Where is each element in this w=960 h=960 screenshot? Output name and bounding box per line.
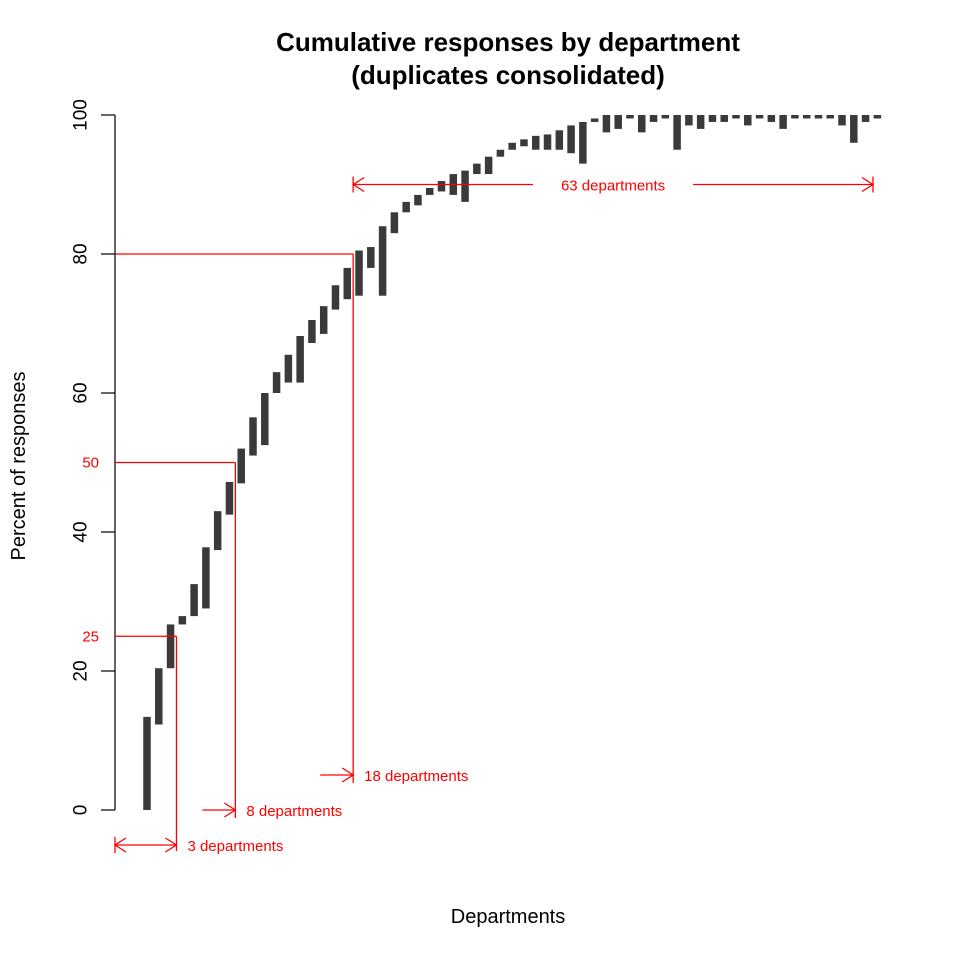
department-bar: [331, 285, 340, 310]
department-bar: [850, 115, 858, 143]
department-bar: [378, 226, 387, 296]
department-bar: [602, 115, 611, 133]
chart-title: Cumulative responses by department: [276, 27, 740, 57]
department-bar: [343, 267, 352, 300]
department-bar: [802, 115, 811, 119]
department-bar: [296, 336, 304, 383]
span-arrow-head-right: [861, 176, 875, 193]
annotations-group: 25 3 departments 50 8 departments 18 departm…: [82, 176, 875, 855]
department-bar: [437, 181, 446, 192]
y-tick-label: 40: [71, 521, 92, 542]
department-bar: [720, 115, 728, 122]
y-tick-label: 100: [71, 99, 92, 131]
y-tick-label: 80: [71, 243, 92, 264]
threshold-count-label: 18 departments: [364, 768, 468, 785]
department-bar: [590, 118, 599, 122]
threshold-value-label: 50: [82, 455, 99, 472]
department-bar: [390, 212, 399, 234]
department-bar: [626, 115, 634, 119]
department-bar: [143, 716, 151, 810]
department-bar: [237, 448, 245, 484]
department-bar: [213, 511, 222, 551]
department-bar: [461, 170, 469, 202]
threshold-value-label: 25: [82, 628, 99, 645]
department-bar: [708, 115, 717, 122]
y-tick-label: 0: [71, 805, 92, 816]
department-bar: [202, 547, 210, 609]
count-arrow-head: [165, 837, 178, 853]
department-bar: [732, 115, 740, 119]
span-arrow-head-left: [351, 176, 365, 193]
department-bar: [673, 115, 681, 150]
department-bar: [543, 134, 552, 150]
count-arrow-head: [341, 767, 355, 783]
department-bar: [767, 115, 776, 122]
department-bar: [425, 187, 434, 195]
department-bar: [484, 156, 493, 175]
department-bar: [661, 115, 670, 119]
department-bar: [166, 624, 175, 669]
department-bar: [755, 115, 764, 119]
department-bar: [284, 354, 293, 383]
department-bar: [225, 481, 234, 515]
department-bar: [826, 115, 834, 119]
span-count-label: 63 departments: [561, 178, 665, 195]
department-bar: [779, 115, 787, 129]
y-tick-label: 20: [71, 660, 92, 681]
department-bar: [838, 115, 846, 126]
department-bar: [178, 616, 187, 625]
department-bar: [319, 306, 328, 334]
department-bar: [744, 115, 752, 126]
department-bar: [614, 115, 622, 129]
department-bar: [555, 130, 564, 150]
chart-subtitle: (duplicates consolidated): [351, 60, 665, 90]
department-bar: [414, 194, 422, 206]
y-axis-label: Percent of responses: [8, 372, 30, 561]
threshold-count-label: 3 departments: [187, 838, 283, 855]
x-axis-label: Departments: [451, 906, 566, 928]
department-bar: [567, 125, 575, 154]
department-bar: [638, 115, 646, 133]
department-bar: [531, 135, 540, 150]
department-bar: [308, 320, 316, 343]
department-bar: [155, 668, 163, 725]
department-bar: [791, 115, 799, 119]
department-bar: [355, 250, 363, 296]
department-bar: [473, 163, 481, 175]
department-bar: [272, 372, 281, 393]
department-bar: [696, 115, 705, 129]
count-arrow-head: [113, 837, 127, 853]
department-bar: [249, 417, 257, 456]
department-bar: [496, 149, 505, 157]
department-bar: [261, 393, 269, 446]
department-bar: [190, 584, 198, 617]
department-bar: [814, 115, 823, 119]
department-bar: [685, 115, 693, 126]
bars-group: [143, 115, 882, 810]
department-bar: [579, 121, 587, 164]
y-axis: 0 20 40 60 80 100: [71, 99, 116, 816]
department-bar: [520, 139, 528, 147]
department-bar: [508, 142, 516, 150]
threshold-count-label: 8 departments: [246, 803, 342, 820]
y-tick-label: 60: [71, 382, 92, 403]
department-bar: [873, 115, 882, 119]
department-bar: [861, 115, 870, 122]
count-arrow-head: [224, 802, 237, 818]
department-bar: [649, 115, 658, 122]
department-bar: [367, 247, 375, 268]
department-bar: [402, 201, 410, 213]
